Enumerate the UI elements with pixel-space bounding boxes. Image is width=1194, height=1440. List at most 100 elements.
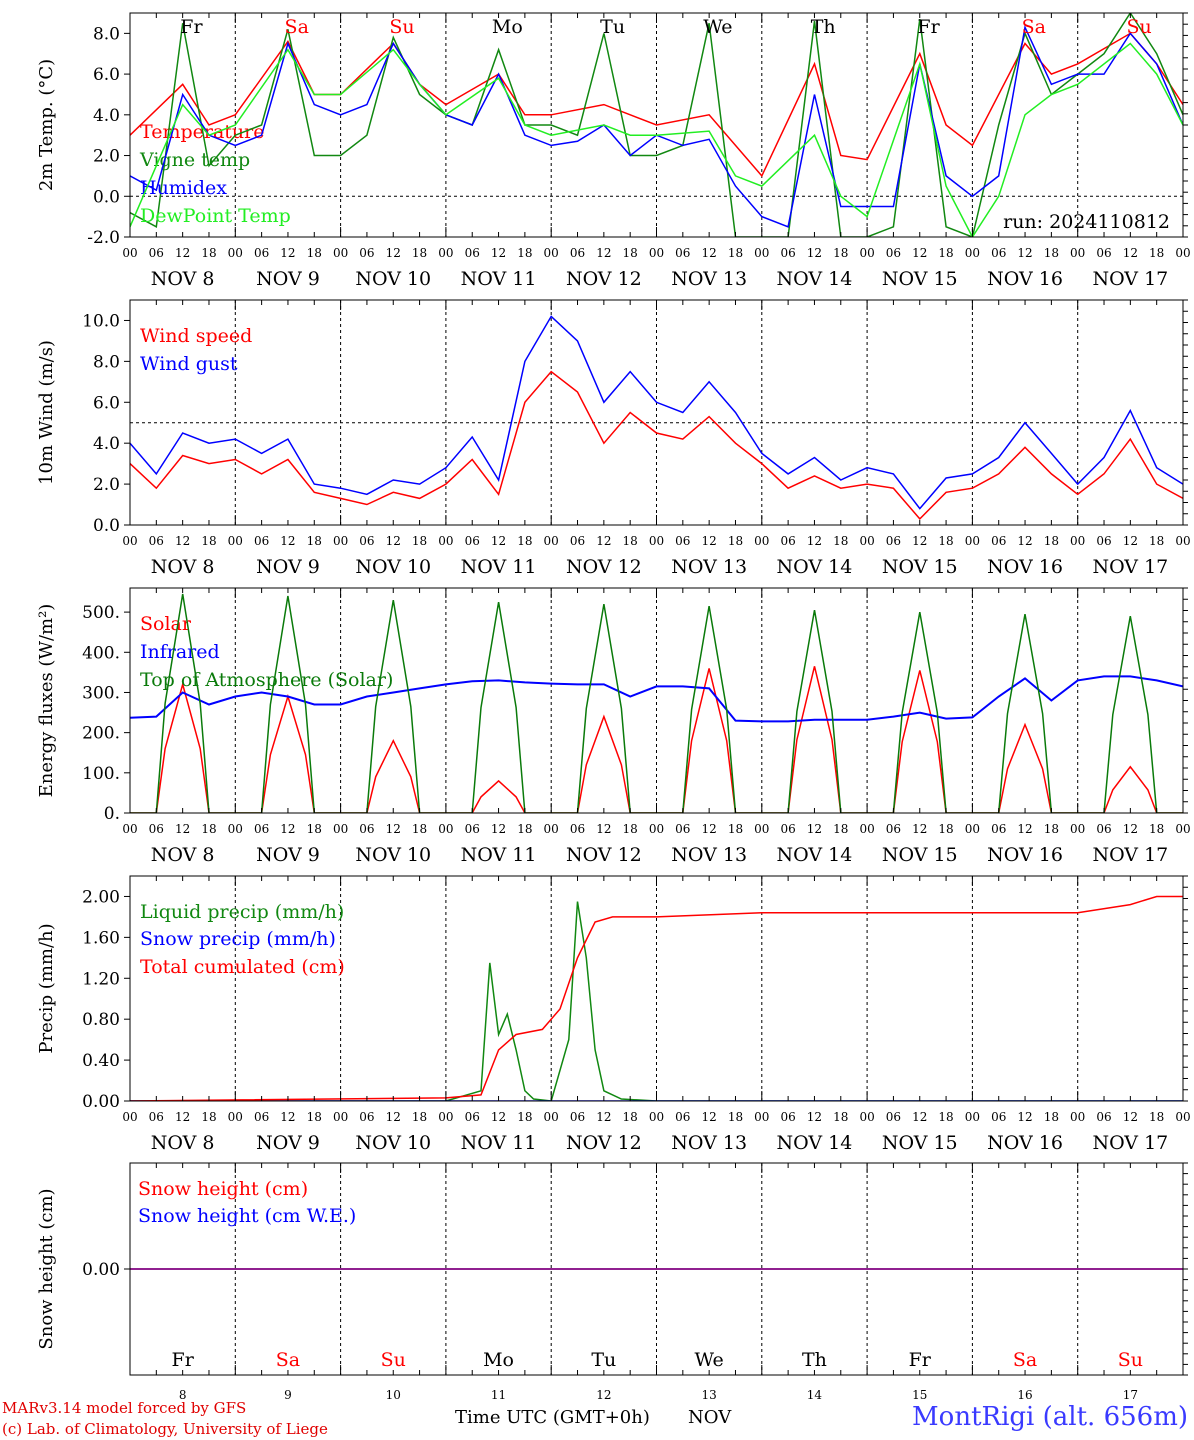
weekday-label: Su — [1118, 1349, 1143, 1371]
hour-label: 18 — [623, 534, 638, 548]
date-label: NOV 16 — [987, 844, 1063, 866]
hour-label: 18 — [307, 1110, 322, 1124]
date-label: NOV 14 — [777, 556, 853, 578]
ytick-label: 500. — [82, 603, 120, 623]
date-label: NOV 16 — [987, 1132, 1063, 1154]
hour-label: 18 — [1044, 534, 1059, 548]
hour-label: 06 — [1096, 534, 1111, 548]
hour-label: 06 — [465, 1110, 480, 1124]
weekday-label: Th — [802, 1349, 827, 1371]
hour-label: 00 — [859, 822, 874, 836]
hour-label: 06 — [359, 534, 374, 548]
hour-label: 00 — [859, 246, 874, 260]
hour-label: 12 — [386, 534, 401, 548]
day-number: 8 — [179, 1388, 187, 1402]
hour-label: 06 — [570, 246, 585, 260]
hour-label: 12 — [280, 246, 295, 260]
hour-label: 06 — [991, 1110, 1006, 1124]
date-label: NOV 13 — [671, 556, 747, 578]
hour-label: 00 — [228, 1110, 243, 1124]
hour-label: 12 — [702, 246, 717, 260]
hour-label: 18 — [201, 246, 216, 260]
hour-label: 12 — [807, 534, 822, 548]
hour-label: 12 — [1017, 822, 1032, 836]
date-label: NOV 10 — [355, 268, 431, 290]
y-axis-label: 2m Temp. (°C) — [36, 59, 57, 191]
ytick-label: 6.0 — [93, 393, 120, 413]
hour-label: 06 — [1096, 822, 1111, 836]
hour-label: 12 — [491, 1110, 506, 1124]
hour-label: 18 — [938, 822, 953, 836]
hour-label: 06 — [886, 246, 901, 260]
hour-label: 18 — [201, 1110, 216, 1124]
hour-label: 00 — [754, 822, 769, 836]
date-label: NOV 10 — [355, 1132, 431, 1154]
ytick-label: 8.0 — [93, 352, 120, 372]
hour-label: 00 — [754, 534, 769, 548]
date-label: NOV 15 — [882, 844, 958, 866]
day-number: 15 — [912, 1388, 927, 1402]
hour-label: 00 — [754, 1110, 769, 1124]
hour-label: 18 — [1149, 534, 1164, 548]
hour-label: 06 — [359, 1110, 374, 1124]
hour-label: 06 — [780, 246, 795, 260]
hour-label: 18 — [412, 534, 427, 548]
series-line — [130, 370, 1183, 521]
hour-label: 18 — [833, 534, 848, 548]
day-number: 13 — [702, 1388, 717, 1402]
hour-label: 12 — [807, 246, 822, 260]
date-label: NOV 11 — [461, 1132, 537, 1154]
hour-label: 06 — [254, 822, 269, 836]
hour-label: 00 — [438, 246, 453, 260]
date-label: NOV 17 — [1092, 268, 1168, 290]
hour-label: 12 — [912, 822, 927, 836]
credit-model: MARv3.14 model forced by GFS — [2, 1399, 247, 1417]
ytick-label: 100. — [82, 764, 120, 784]
ytick-label: 0. — [104, 804, 120, 824]
hour-label: 06 — [780, 822, 795, 836]
hour-label: 06 — [254, 534, 269, 548]
date-label: NOV 12 — [566, 844, 642, 866]
hour-label: 00 — [122, 822, 137, 836]
date-label: NOV 12 — [566, 268, 642, 290]
hour-label: 00 — [1070, 246, 1085, 260]
hour-label: 00 — [1175, 822, 1190, 836]
hour-label: 18 — [412, 822, 427, 836]
date-label: NOV 8 — [151, 268, 215, 290]
date-label: NOV 16 — [987, 268, 1063, 290]
hour-label: 18 — [1149, 822, 1164, 836]
ytick-label: 300. — [82, 683, 120, 703]
hour-label: 06 — [991, 246, 1006, 260]
hour-label: 00 — [1070, 534, 1085, 548]
hour-label: 12 — [491, 534, 506, 548]
hour-label: 06 — [886, 822, 901, 836]
plot-frame — [129, 587, 1184, 814]
hour-label: 18 — [938, 534, 953, 548]
hour-label: 18 — [307, 534, 322, 548]
hour-label: 00 — [333, 534, 348, 548]
date-label: NOV 16 — [987, 556, 1063, 578]
day-number: 17 — [1123, 1388, 1138, 1402]
y-axis-label: 10m Wind (m/s) — [36, 340, 57, 485]
hour-label: 18 — [833, 246, 848, 260]
hour-label: 06 — [465, 822, 480, 836]
day-number: 12 — [596, 1388, 611, 1402]
hour-label: 00 — [965, 246, 980, 260]
date-label: NOV 12 — [566, 556, 642, 578]
hour-label: 00 — [1070, 1110, 1085, 1124]
hour-label: 00 — [438, 534, 453, 548]
hour-label: 00 — [1175, 534, 1190, 548]
date-label: NOV 15 — [882, 556, 958, 578]
weekday-label: Su — [1126, 16, 1151, 38]
hour-label: 00 — [333, 1110, 348, 1124]
weekday-label: We — [695, 1349, 724, 1371]
hour-label: 12 — [1017, 246, 1032, 260]
hour-label: 18 — [623, 822, 638, 836]
time-axis-title: Time UTC (GMT+0h) — [455, 1407, 650, 1428]
hour-label: 06 — [254, 246, 269, 260]
hour-label: 06 — [149, 1110, 164, 1124]
date-label: NOV 14 — [777, 268, 853, 290]
ytick-label: 0.40 — [82, 1051, 120, 1071]
hour-label: 12 — [596, 534, 611, 548]
